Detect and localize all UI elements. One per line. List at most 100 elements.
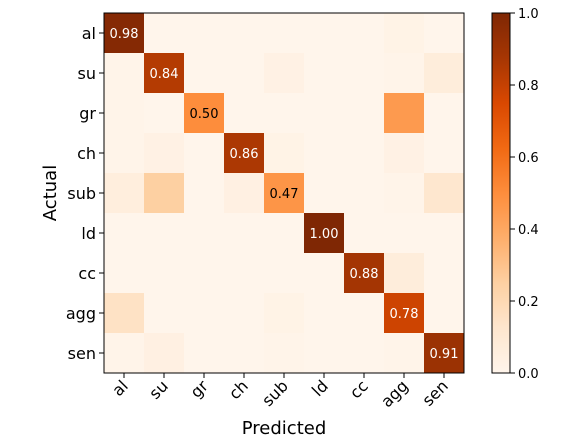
- y-tick-label: al: [82, 24, 96, 43]
- x-tick-label: sub: [258, 376, 292, 410]
- heatmap-cell: [424, 53, 465, 94]
- heatmap-cell: [264, 13, 305, 54]
- y-tick-label: cc: [78, 264, 96, 283]
- x-tick-label: agg: [377, 376, 412, 411]
- heatmap-cell-labels: 0.98 0.84 0.50 0.86 0.47 1.00 0.88 0.78 0.91: [110, 27, 459, 362]
- cell-value-label: 0.47: [270, 187, 299, 202]
- heatmap-cell: [184, 293, 225, 334]
- heatmap-cell: [184, 53, 225, 94]
- colorbar-ticks: 0.0 0.2 0.4 0.6 0.8 1.0: [510, 7, 539, 382]
- heatmap-cell: [144, 333, 185, 374]
- heatmap-cell: [224, 293, 265, 334]
- heatmap-cell: [104, 253, 145, 294]
- heatmap-cell: [304, 53, 345, 94]
- colorbar-tick-label: 0.6: [518, 151, 539, 166]
- heatmap-cell: [184, 213, 225, 254]
- heatmap-cell: [304, 293, 345, 334]
- heatmap-cell: [184, 133, 225, 174]
- heatmap-cell: [384, 13, 425, 54]
- heatmap-cell: [224, 53, 265, 94]
- x-tick-label: su: [145, 376, 172, 403]
- heatmap-cell: [104, 53, 145, 94]
- x-tick-label: ld: [308, 376, 332, 400]
- heatmap-cell: [104, 293, 145, 334]
- heatmap-cell: [104, 173, 145, 214]
- cell-value-label: 0.86: [230, 147, 259, 162]
- heatmap-cell: [184, 333, 225, 374]
- heatmap-cell: [184, 173, 225, 214]
- heatmap-cell: [144, 93, 185, 134]
- heatmap-cell: [304, 93, 345, 134]
- y-tick-label: ld: [81, 224, 96, 243]
- heatmap-cell: [224, 253, 265, 294]
- heatmap-cell: [344, 213, 385, 254]
- heatmap-cell: [264, 133, 305, 174]
- heatmap-cell: [144, 253, 185, 294]
- heatmap-cell: [184, 93, 225, 134]
- heatmap-cell: [144, 53, 185, 94]
- heatmap-cell: [344, 253, 385, 294]
- heatmap-cell: [304, 133, 345, 174]
- heatmap-cell: [184, 253, 225, 294]
- heatmap-cell: [344, 13, 385, 54]
- heatmap-cell: [104, 13, 145, 54]
- x-axis-label: Predicted: [242, 418, 327, 439]
- heatmap-cell: [424, 133, 465, 174]
- heatmap-cell: [344, 93, 385, 134]
- heatmap-cell: [224, 13, 265, 54]
- cell-value-label: 0.50: [190, 107, 219, 122]
- y-tick-label: su: [78, 64, 96, 83]
- cell-value-label: 0.88: [350, 267, 379, 282]
- heatmap-cell: [264, 333, 305, 374]
- y-tick-label: sub: [67, 184, 96, 203]
- heatmap-cell: [224, 173, 265, 214]
- cell-value-label: 0.98: [110, 27, 139, 42]
- colorbar-tick-label: 1.0: [518, 7, 539, 22]
- heatmap-cell: [304, 13, 345, 54]
- x-tick-label: cc: [346, 376, 372, 402]
- heatmap-cell: [144, 213, 185, 254]
- heatmap-cell: [224, 93, 265, 134]
- heatmap-cell: [424, 93, 465, 134]
- heatmap-cell: [264, 253, 305, 294]
- heatmap-cell: [144, 293, 185, 334]
- y-axis-label: Actual: [40, 165, 61, 221]
- heatmap-cell: [384, 133, 425, 174]
- heatmap-cell: [104, 333, 145, 374]
- heatmap-cell: [344, 173, 385, 214]
- heatmap-cell: [184, 13, 225, 54]
- heatmap-cell: [384, 173, 425, 214]
- heatmap-cell: [384, 333, 425, 374]
- heatmap-cell: [264, 93, 305, 134]
- heatmap-cell: [384, 53, 425, 94]
- y-tick-label: ch: [77, 144, 96, 163]
- heatmap-cell: [304, 333, 345, 374]
- x-tick-label: al: [108, 376, 132, 400]
- heatmap-cell: [384, 93, 425, 134]
- heatmap-cell: [424, 333, 465, 374]
- heatmap-cell: [344, 293, 385, 334]
- heatmap-cell: [344, 333, 385, 374]
- heatmap-cell: [144, 133, 185, 174]
- heatmap-cell: [264, 173, 305, 214]
- cell-value-label: 1.00: [310, 227, 339, 242]
- heatmap-cell: [424, 173, 465, 214]
- y-tick-label: sen: [68, 344, 96, 363]
- heatmap-cell: [384, 213, 425, 254]
- heatmap-cell: [344, 53, 385, 94]
- heatmap-cell: [304, 253, 345, 294]
- heatmap-cell: [264, 53, 305, 94]
- heatmap-cell: [264, 213, 305, 254]
- heatmap-cell: [224, 133, 265, 174]
- x-tick-label: sen: [418, 376, 451, 409]
- y-tick-label: agg: [66, 304, 96, 323]
- x-axis-ticks: al su gr ch sub ld cc agg sen: [108, 373, 452, 411]
- heatmap-cell: [424, 13, 465, 54]
- heatmap-cell: [304, 173, 345, 214]
- heatmap-cell: [384, 293, 425, 334]
- heatmap-cells: [104, 13, 465, 374]
- heatmap-cell: [104, 133, 145, 174]
- heatmap-cell: [344, 133, 385, 174]
- colorbar-tick-label: 0.4: [518, 223, 539, 238]
